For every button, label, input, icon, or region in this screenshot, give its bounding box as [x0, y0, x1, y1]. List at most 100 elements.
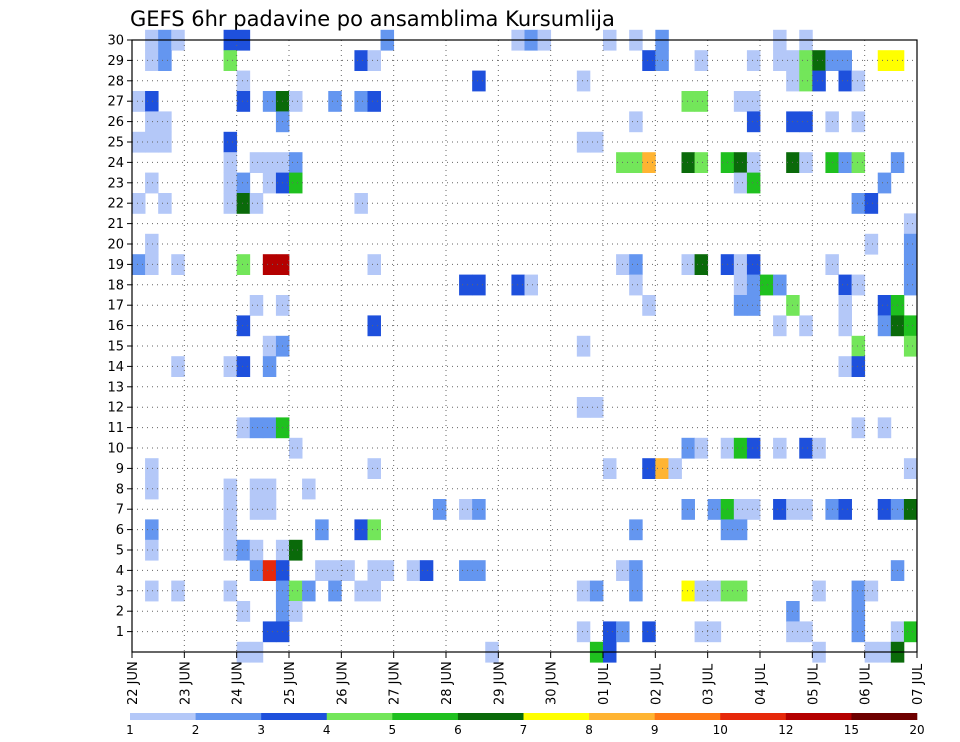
heatmap-cell — [472, 499, 486, 520]
heatmap-cell — [746, 172, 761, 194]
heatmap-cell — [132, 131, 146, 153]
heatmap-cell — [733, 580, 748, 602]
legend-swatch — [720, 713, 787, 720]
heatmap-cell — [799, 437, 813, 459]
y-tick-label: 25 — [107, 136, 124, 151]
heatmap-cell — [223, 356, 238, 377]
heatmap-cell — [681, 499, 695, 520]
heatmap-cell — [773, 437, 787, 459]
heatmap-cell — [511, 274, 525, 296]
heatmap-cell — [838, 274, 852, 296]
heatmap-cell — [145, 539, 159, 561]
heatmap-cell — [236, 601, 251, 622]
legend-swatch — [130, 713, 196, 720]
heatmap-cell — [367, 91, 381, 112]
heatmap-cell — [746, 91, 761, 112]
y-tick-label: 11 — [107, 421, 124, 436]
heatmap-cell — [262, 335, 277, 357]
y-tick-label: 10 — [107, 442, 124, 457]
heatmap-cell — [262, 152, 277, 173]
x-tick-label: 27 JUN — [388, 661, 403, 705]
heatmap-cell — [877, 315, 892, 337]
x-tick-label: 30 JUN — [545, 661, 560, 705]
heatmap-cell — [367, 560, 381, 581]
heatmap-cell — [707, 499, 722, 520]
heatmap-cell — [694, 437, 709, 459]
heatmap-cell — [681, 152, 695, 173]
heatmap-cell — [158, 50, 172, 71]
heatmap-cell — [576, 70, 591, 92]
y-tick-label: 14 — [107, 360, 124, 375]
y-tick-label: 30 — [107, 34, 124, 49]
y-tick-label: 19 — [107, 258, 124, 273]
heatmap-cell — [799, 50, 813, 71]
y-tick-label: 27 — [107, 95, 124, 110]
x-tick-label: 24 JUN — [231, 661, 246, 705]
heatmap-cell — [642, 458, 656, 479]
heatmap-cell — [629, 152, 643, 173]
heatmap-cell — [694, 152, 709, 173]
heatmap-cell — [459, 560, 473, 581]
y-tick-label: 1 — [116, 625, 124, 640]
heatmap-cell — [354, 193, 368, 214]
heatmap-cell — [838, 152, 852, 173]
legend-label: 3 — [257, 723, 265, 737]
heatmap-cell — [145, 50, 159, 71]
x-tick-label: 03 JUL — [702, 663, 717, 705]
heatmap-cell — [145, 458, 159, 479]
heatmap-cell — [132, 193, 146, 214]
heatmap-cell — [249, 152, 264, 173]
heatmap-cell — [262, 499, 277, 520]
heatmap-cell — [681, 580, 695, 602]
heatmap-cell — [733, 519, 748, 541]
legend-swatch — [851, 713, 918, 720]
heatmap-cell — [367, 315, 381, 337]
legend-label: 20 — [909, 723, 924, 737]
heatmap-cell — [262, 560, 277, 581]
y-tick-label: 3 — [116, 584, 124, 599]
heatmap-cell — [799, 499, 813, 520]
x-tick-label: 26 JUN — [335, 661, 350, 705]
heatmap-cell — [694, 254, 709, 275]
heatmap-cell — [838, 356, 852, 377]
heatmap-cell — [851, 356, 866, 377]
heatmap-cell — [367, 50, 381, 71]
heatmap-cell — [576, 580, 591, 602]
heatmap-cell — [341, 560, 355, 581]
heatmap-cell — [145, 580, 159, 602]
heatmap-cell — [419, 560, 434, 581]
heatmap-cell — [851, 601, 866, 622]
heatmap-cell — [576, 397, 591, 418]
heatmap-cell — [877, 172, 892, 194]
legend-swatch — [654, 713, 721, 720]
heatmap-cell — [145, 233, 159, 255]
heatmap-cell — [877, 417, 892, 439]
heatmap-cell — [589, 397, 604, 418]
legend-label: 2 — [192, 723, 200, 737]
legend-label: 6 — [454, 723, 462, 737]
x-tick-label: 28 JUN — [440, 661, 455, 705]
heatmap-cell — [236, 193, 251, 214]
heatmap-cell — [289, 91, 303, 112]
heatmap-cell — [262, 621, 277, 643]
y-tick-label: 18 — [107, 278, 124, 293]
y-tick-label: 17 — [107, 299, 124, 314]
legend-swatch — [589, 713, 655, 720]
heatmap-cell — [406, 560, 421, 581]
y-tick-label: 29 — [107, 54, 124, 69]
heatmap-cell — [249, 193, 264, 214]
heatmap-cell — [746, 152, 761, 173]
x-tick-label: 06 JUL — [859, 663, 874, 705]
heatmap-cell — [838, 315, 852, 337]
heatmap-cell — [603, 621, 617, 643]
heatmap-cell — [694, 50, 709, 71]
legend-label: 1 — [126, 723, 134, 737]
x-tick-label: 25 JUN — [283, 661, 298, 705]
y-tick-label: 5 — [116, 544, 124, 559]
heatmap-cell — [694, 580, 709, 602]
heatmap-cell — [642, 295, 656, 316]
heatmap-cell — [812, 50, 826, 71]
heatmap-cell — [223, 50, 238, 71]
heatmap-cell — [132, 91, 146, 112]
heatmap-cell — [851, 193, 866, 214]
